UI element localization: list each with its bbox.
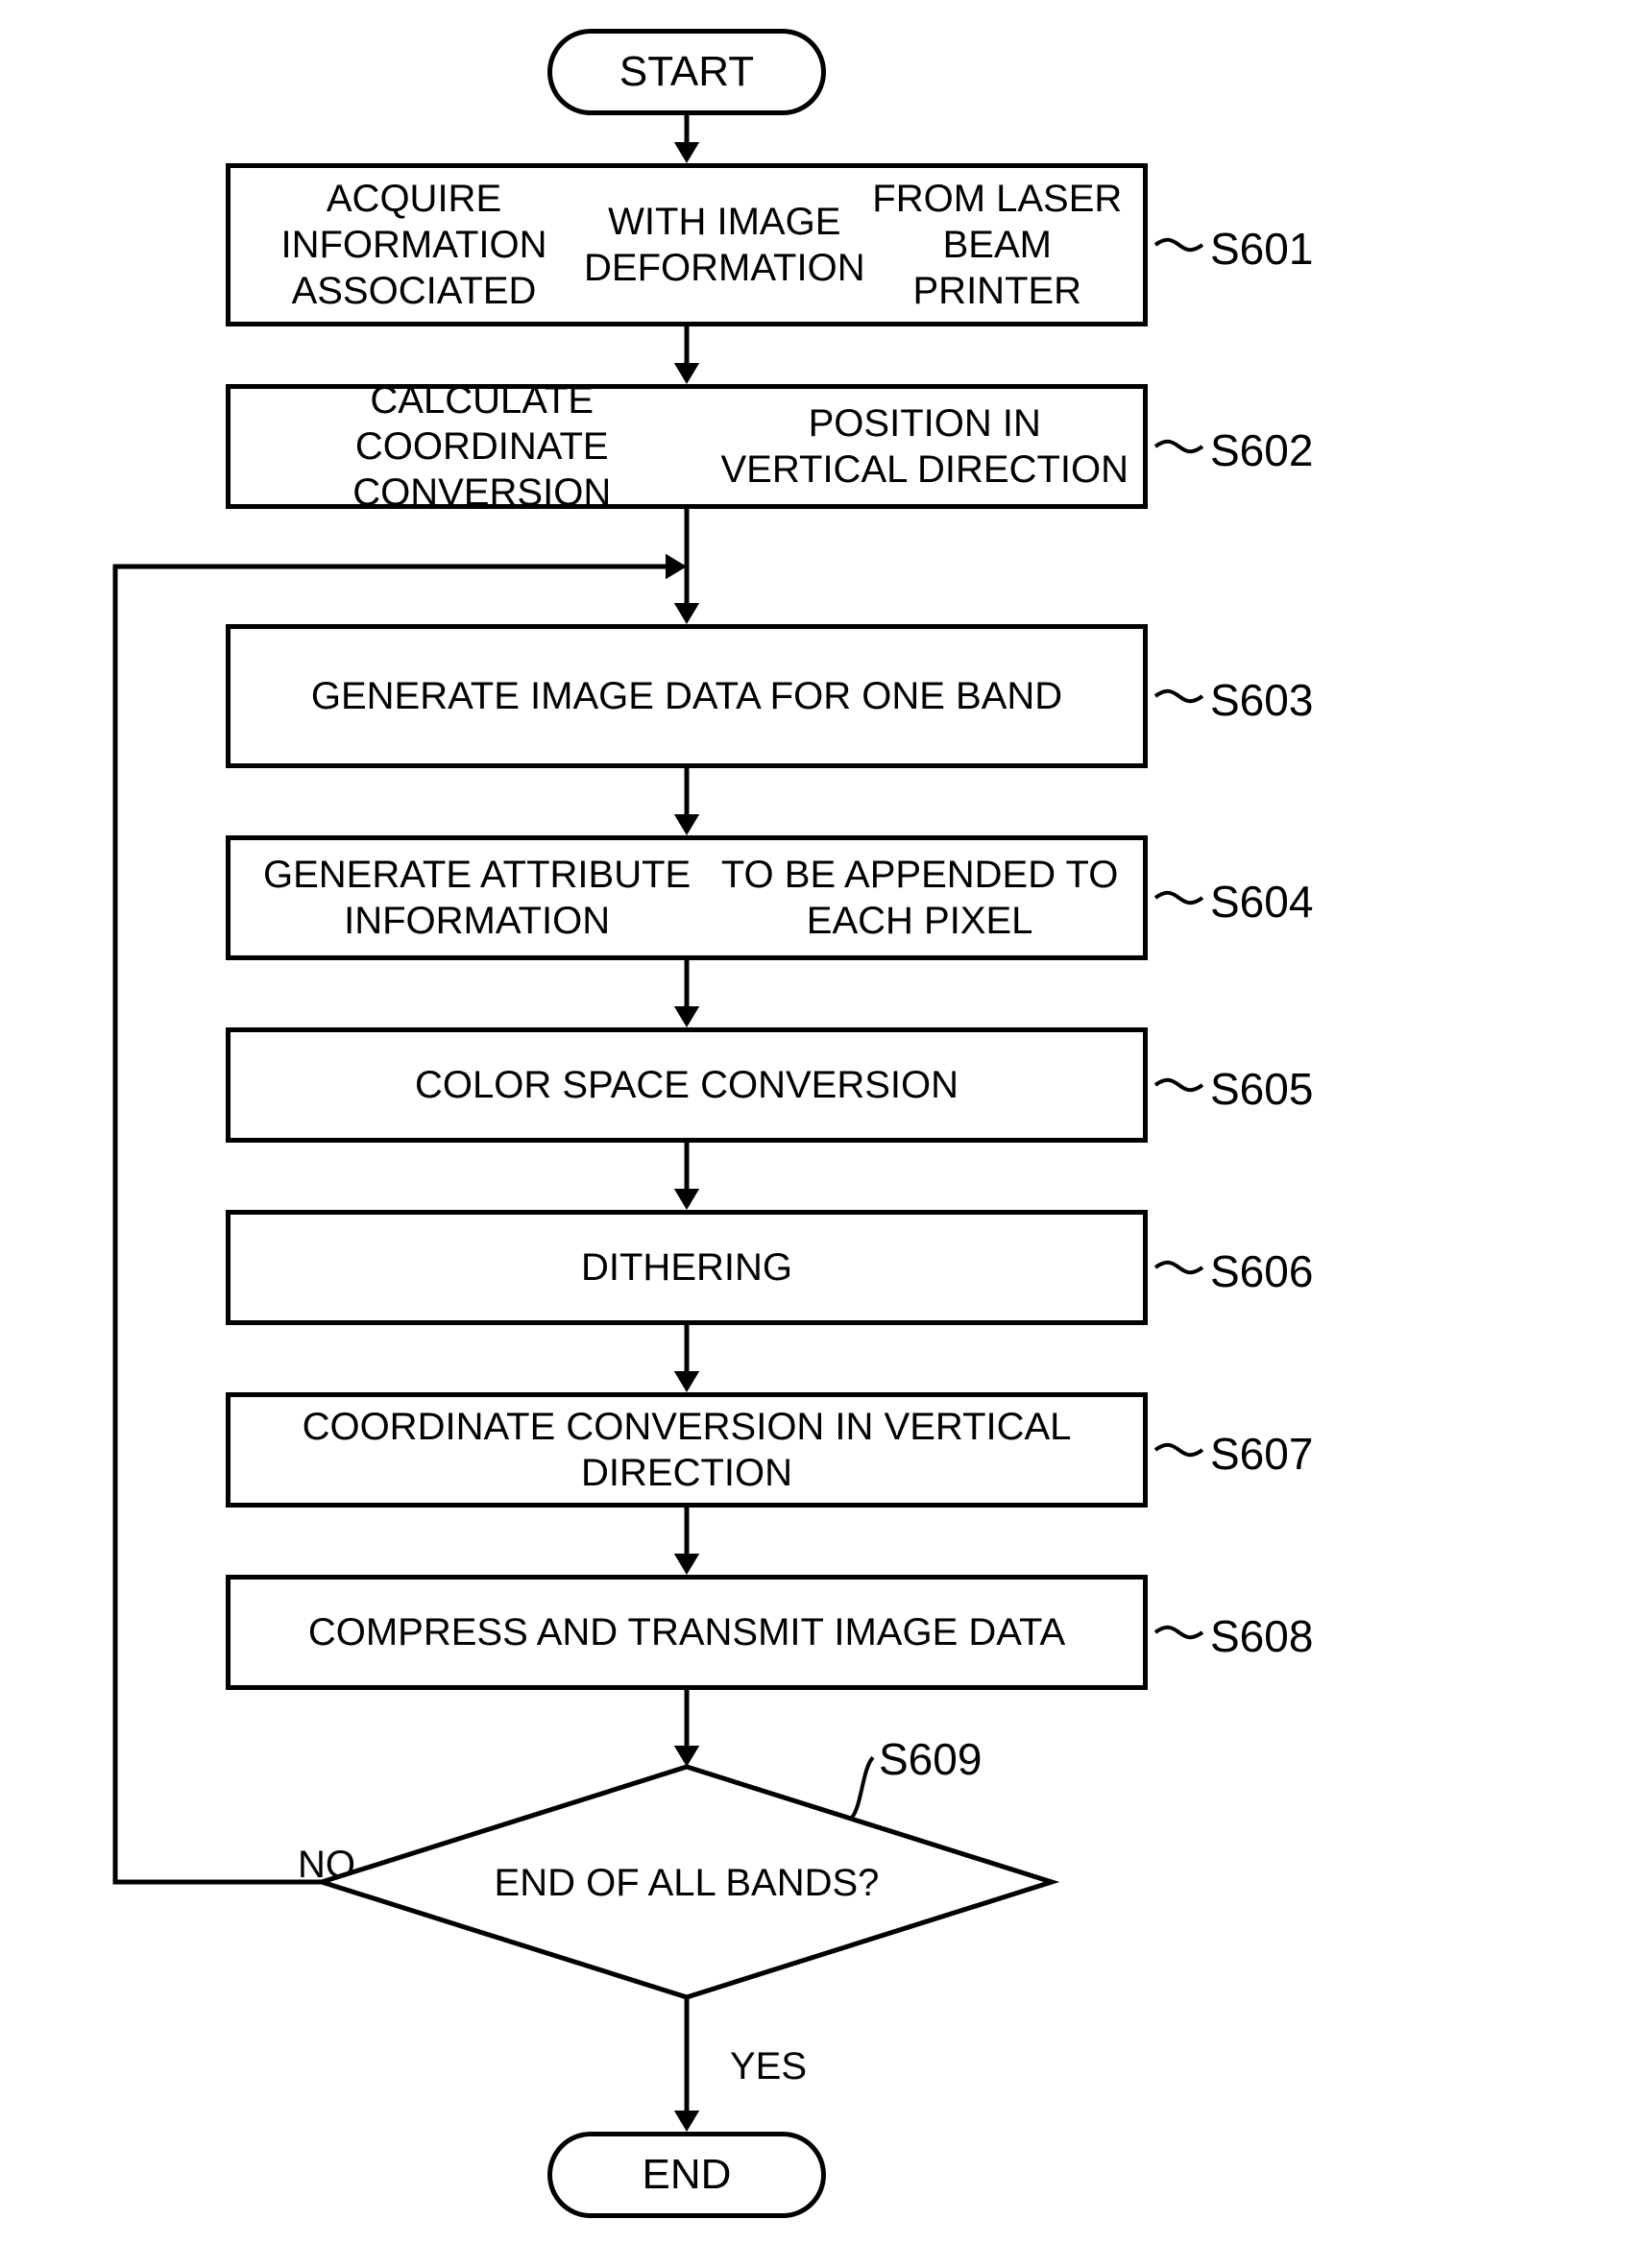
step-label-s601: S601: [1210, 223, 1313, 275]
step-label-s608: S608: [1210, 1610, 1313, 1662]
process-s601: ACQUIRE INFORMATION ASSOCIATEDWITH IMAGE…: [226, 163, 1148, 326]
svg-text:END OF ALL BANDS?: END OF ALL BANDS?: [495, 1862, 880, 1904]
end-label: END: [643, 2151, 732, 2199]
edge-label-no: NO: [298, 1844, 355, 1887]
step-label-s605: S605: [1210, 1063, 1313, 1115]
process-s603: GENERATE IMAGE DATA FOR ONE BAND: [226, 624, 1148, 768]
step-label-s604: S604: [1210, 876, 1313, 928]
step-label-s609: S609: [879, 1733, 982, 1785]
edge-label-yes: YES: [730, 2045, 807, 2088]
step-label-s607: S607: [1210, 1428, 1313, 1480]
start-label: START: [619, 48, 754, 96]
process-s602: CALCULATE COORDINATE CONVERSIONPOSITION …: [226, 384, 1148, 509]
step-label-s603: S603: [1210, 674, 1313, 726]
process-s605: COLOR SPACE CONVERSION: [226, 1027, 1148, 1143]
start-terminator: START: [547, 29, 826, 115]
process-s604: GENERATE ATTRIBUTE INFORMATIONTO BE APPE…: [226, 835, 1148, 960]
process-s606: DITHERING: [226, 1210, 1148, 1325]
process-s607: COORDINATE CONVERSION IN VERTICAL DIRECT…: [226, 1392, 1148, 1508]
step-label-s602: S602: [1210, 424, 1313, 476]
end-terminator: END: [547, 2132, 826, 2218]
step-label-s606: S606: [1210, 1245, 1313, 1297]
process-s608: COMPRESS AND TRANSMIT IMAGE DATA: [226, 1575, 1148, 1690]
